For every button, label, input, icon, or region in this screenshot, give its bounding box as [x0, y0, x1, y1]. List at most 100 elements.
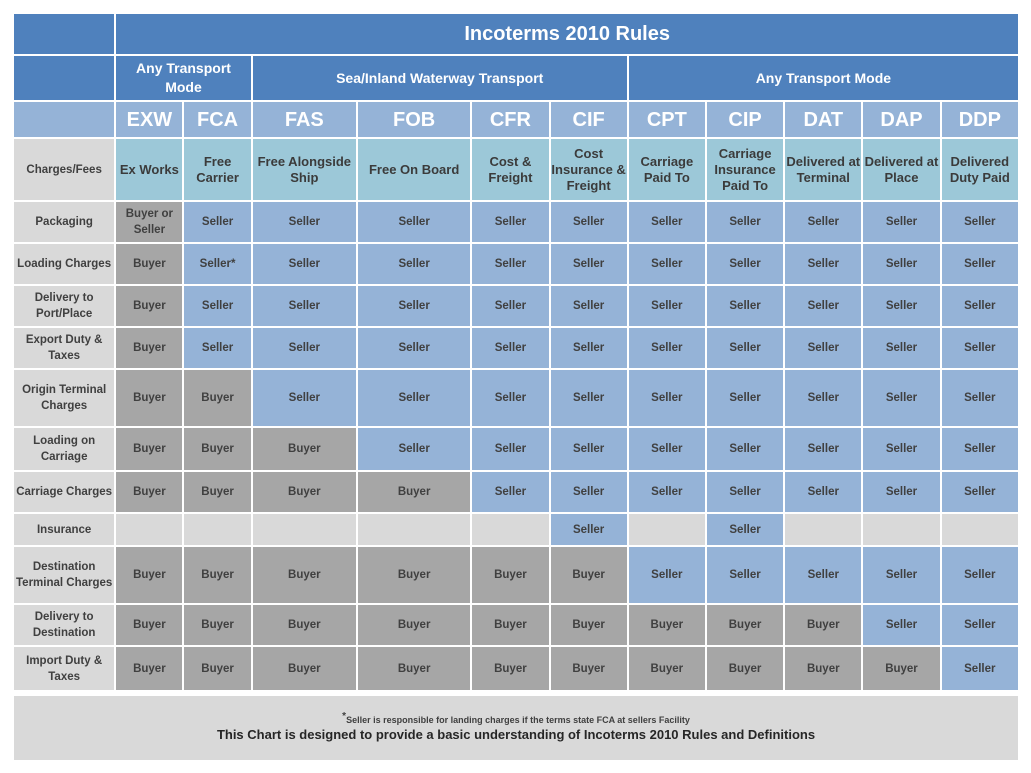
responsibility-cell: Seller	[472, 370, 549, 426]
footnote-text: Seller is responsible for landing charge…	[346, 715, 690, 725]
responsibility-cell: Seller	[357, 244, 471, 284]
responsibility-cell: Buyer	[116, 647, 183, 690]
responsibility-cell: Buyer	[184, 428, 251, 470]
incoterms-table: Incoterms 2010 Rules Any Transport Mode …	[12, 12, 1020, 692]
responsibility-cell: Seller	[941, 547, 1018, 603]
responsibility-cell: Seller	[252, 370, 356, 426]
responsibility-cell: Buyer	[116, 428, 183, 470]
responsibility-cell: Buyer	[252, 472, 356, 512]
responsibility-cell: Buyer	[116, 472, 183, 512]
responsibility-cell: Seller	[706, 514, 784, 545]
responsibility-cell: Seller	[628, 244, 705, 284]
responsibility-cell: Seller	[863, 286, 940, 326]
row-label: Loading Charges	[14, 244, 115, 284]
term-code-exw: EXW	[116, 102, 183, 137]
term-name-ddp: Delivered Duty Paid	[941, 139, 1018, 200]
responsibility-cell: Seller	[863, 472, 940, 512]
responsibility-cell: Seller	[550, 472, 627, 512]
term-code-dap: DAP	[863, 102, 940, 137]
responsibility-cell: Seller	[357, 286, 471, 326]
row-label: Insurance	[14, 514, 115, 545]
term-name-cif: Cost Insurance & Freight	[550, 139, 627, 200]
charge-row: Packaging Buyer or Seller Seller Seller Sell…	[14, 202, 1018, 242]
responsibility-cell: Buyer	[550, 605, 627, 645]
responsibility-cell: Seller	[252, 286, 356, 326]
responsibility-cell: Seller	[628, 547, 705, 603]
term-code-fob: FOB	[357, 102, 471, 137]
responsibility-cell: Buyer	[184, 647, 251, 690]
charge-row: Origin Terminal Charges Buyer Buyer Seller S…	[14, 370, 1018, 426]
responsibility-cell: Buyer	[785, 605, 862, 645]
charge-row: Loading on Carriage Buyer Buyer Buyer Seller…	[14, 428, 1018, 470]
responsibility-cell: Seller	[863, 547, 940, 603]
row-label: Delivery to Destination	[14, 605, 115, 645]
footnote: *Seller is responsible for landing charg…	[14, 711, 1018, 725]
term-code-cfr: CFR	[472, 102, 549, 137]
term-code-ddp: DDP	[941, 102, 1018, 137]
responsibility-cell: Seller	[863, 202, 940, 242]
responsibility-cell: Buyer	[863, 647, 940, 690]
charge-row: Import Duty & Taxes Buyer Buyer Buyer Buyer B…	[14, 647, 1018, 690]
responsibility-cell: Seller	[941, 286, 1018, 326]
responsibility-cell: Seller	[941, 244, 1018, 284]
responsibility-cell: Seller	[184, 328, 251, 368]
charge-row: Delivery to Destination Buyer Buyer Buyer Bu…	[14, 605, 1018, 645]
responsibility-cell: Seller	[357, 428, 471, 470]
responsibility-cell: Buyer	[116, 286, 183, 326]
group-any-transport-left: Any Transport Mode	[116, 56, 251, 100]
responsibility-cell: Seller	[357, 328, 471, 368]
responsibility-cell: Seller	[785, 328, 862, 368]
responsibility-cell: Buyer	[116, 547, 183, 603]
responsibility-cell: Seller	[941, 370, 1018, 426]
responsibility-cell: Seller	[785, 370, 862, 426]
row-label: Loading on Carriage	[14, 428, 115, 470]
responsibility-cell: Seller	[941, 605, 1018, 645]
responsibility-cell: Buyer	[550, 647, 627, 690]
responsibility-cell: Seller	[706, 547, 784, 603]
responsibility-cell: Buyer	[116, 370, 183, 426]
responsibility-cell: Buyer	[116, 328, 183, 368]
responsibility-cell	[184, 514, 251, 545]
responsibility-cell	[472, 514, 549, 545]
responsibility-cell	[863, 514, 940, 545]
corner-cell-2	[14, 56, 115, 100]
responsibility-cell: Seller	[550, 428, 627, 470]
group-any-transport-right: Any Transport Mode	[628, 56, 1018, 100]
responsibility-cell	[116, 514, 183, 545]
responsibility-cell	[941, 514, 1018, 545]
responsibility-cell: Seller	[941, 428, 1018, 470]
responsibility-cell: Buyer	[252, 647, 356, 690]
responsibility-cell: Seller	[706, 472, 784, 512]
responsibility-cell: Buyer	[472, 605, 549, 645]
term-name-dat: Delivered at Terminal	[785, 139, 862, 200]
responsibility-cell: Buyer	[357, 605, 471, 645]
responsibility-cell: Seller*	[184, 244, 251, 284]
responsibility-cell: Buyer	[706, 605, 784, 645]
responsibility-cell: Buyer or Seller	[116, 202, 183, 242]
responsibility-cell: Seller	[785, 547, 862, 603]
responsibility-cell: Seller	[863, 428, 940, 470]
responsibility-cell: Buyer	[116, 244, 183, 284]
responsibility-cell: Seller	[706, 370, 784, 426]
responsibility-cell: Buyer	[472, 547, 549, 603]
responsibility-cell: Buyer	[550, 547, 627, 603]
responsibility-cell	[785, 514, 862, 545]
page-title: Incoterms 2010 Rules	[116, 14, 1018, 54]
responsibility-cell: Seller	[706, 286, 784, 326]
responsibility-cell: Seller	[472, 328, 549, 368]
responsibility-cell: Seller	[252, 244, 356, 284]
responsibility-cell: Seller	[863, 605, 940, 645]
responsibility-cell: Seller	[184, 202, 251, 242]
responsibility-cell: Seller	[472, 244, 549, 284]
row-label: Import Duty & Taxes	[14, 647, 115, 690]
group-sea-inland-waterway: Sea/Inland Waterway Transport	[252, 56, 627, 100]
responsibility-cell: Seller	[941, 202, 1018, 242]
responsibility-cell: Seller	[184, 286, 251, 326]
responsibility-cell: Seller	[706, 428, 784, 470]
responsibility-cell: Seller	[628, 202, 705, 242]
responsibility-cell: Seller	[941, 647, 1018, 690]
row-label: Destination Terminal Charges	[14, 547, 115, 603]
row-label: Origin Terminal Charges	[14, 370, 115, 426]
responsibility-cell: Seller	[941, 472, 1018, 512]
term-name-exw: Ex Works	[116, 139, 183, 200]
